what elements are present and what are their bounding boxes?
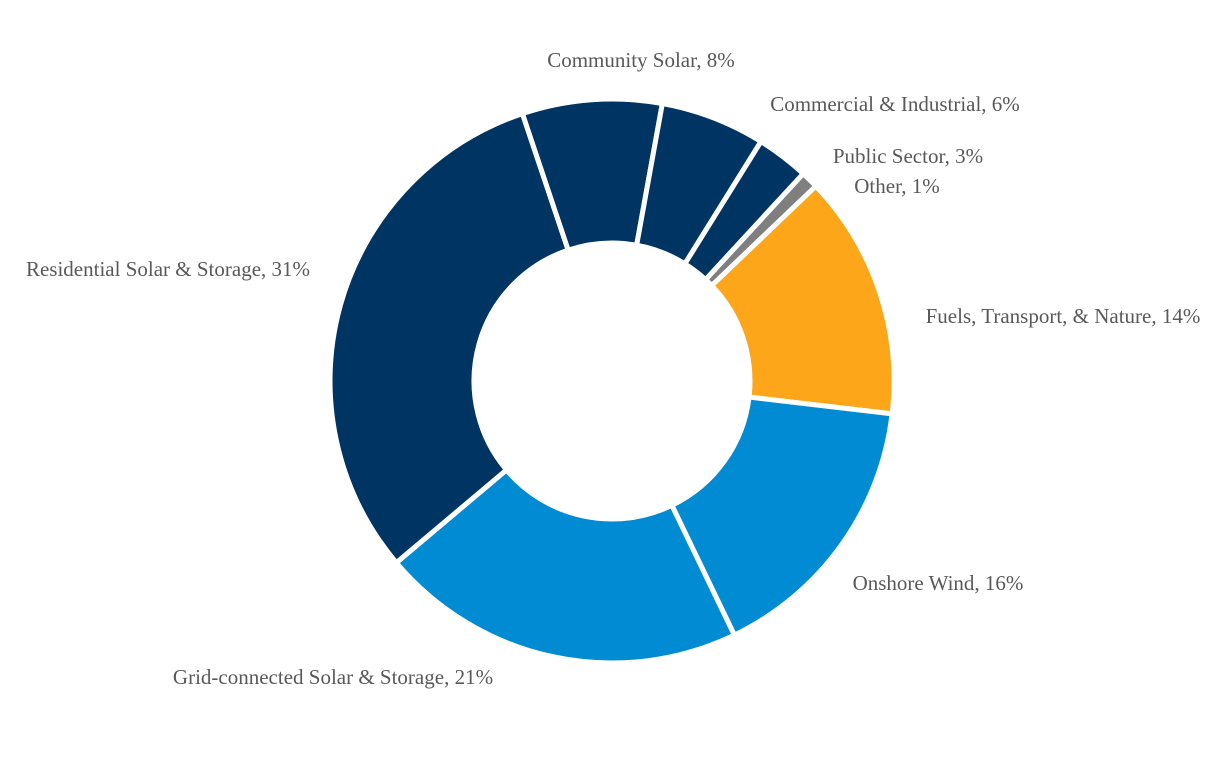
label-grid-connected-solar-storage: Grid-connected Solar & Storage, 21% bbox=[173, 665, 493, 689]
label-fuels-transport-nature: Fuels, Transport, & Nature, 14% bbox=[926, 304, 1201, 328]
slice-fuels-transport-nature bbox=[708, 182, 897, 417]
slice-labels: Other, 1% Fuels, Transport, & Nature, 14%… bbox=[26, 48, 1200, 689]
donut-slices bbox=[327, 96, 897, 666]
label-residential-solar-storage: Residential Solar & Storage, 31% bbox=[26, 257, 310, 281]
label-public-sector: Public Sector, 3% bbox=[833, 144, 983, 168]
slice-public-sector bbox=[681, 138, 807, 284]
slice-grid-connected-solar-storage bbox=[392, 466, 738, 666]
label-community-solar: Community Solar, 8% bbox=[547, 48, 735, 72]
slice-residential-solar-storage bbox=[327, 110, 572, 567]
label-commercial-industrial: Commercial & Industrial, 6% bbox=[770, 92, 1020, 116]
slice-onshore-wind bbox=[668, 394, 895, 639]
label-onshore-wind: Onshore Wind, 16% bbox=[853, 571, 1024, 595]
label-other: Other, 1% bbox=[854, 174, 939, 198]
